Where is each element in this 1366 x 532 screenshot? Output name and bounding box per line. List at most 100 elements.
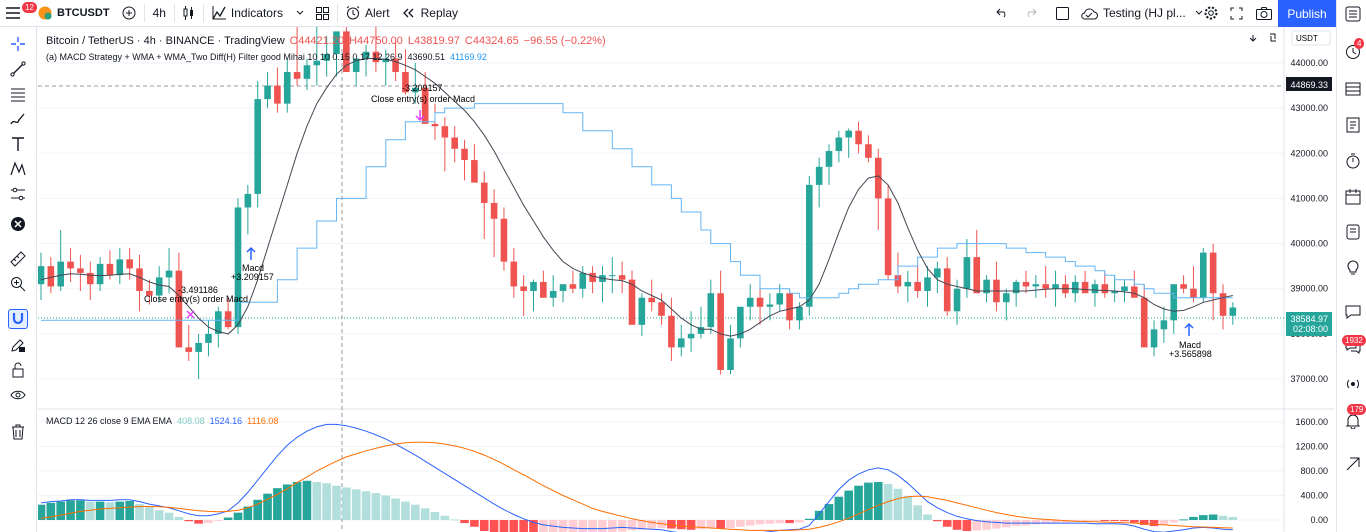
fib-tool[interactable] (8, 84, 28, 104)
data-window-button[interactable] (1344, 80, 1362, 98)
histogram-bar (598, 520, 607, 532)
replay-button[interactable]: Replay (396, 0, 464, 27)
trend-line-tool[interactable] (8, 59, 28, 79)
candles-series (38, 27, 1237, 379)
chats-button[interactable] (1344, 303, 1362, 321)
legend-change: −96.55 (−0.22%) (523, 35, 606, 47)
remove-drawings-tool[interactable] (8, 214, 28, 234)
candle-body (727, 338, 734, 370)
signal-3-macd: Macd (1179, 340, 1201, 350)
price-tick-label: 37000.00 (1290, 374, 1328, 384)
fullscreen-select-button[interactable] (1050, 0, 1075, 27)
hamburger-icon (6, 7, 20, 19)
histogram-bar (1090, 520, 1100, 521)
layout-button[interactable]: Testing (HJ pl... (1074, 0, 1209, 27)
currency-select[interactable] (1291, 30, 1331, 46)
notifications-button[interactable]: 179 (1344, 404, 1366, 430)
chart-type-button[interactable] (177, 0, 201, 27)
publish-button[interactable]: Publish (1278, 0, 1336, 27)
histogram-bar (627, 520, 637, 531)
histogram-bar (637, 520, 647, 530)
macd-legend-macd: 1524.16 (209, 416, 243, 426)
pattern-tool[interactable] (8, 159, 28, 179)
candle-body (96, 263, 104, 285)
legend-title[interactable]: Bitcoin / TetherUS · 4h · BINANCE · Trad… (46, 35, 285, 47)
histogram-bar (66, 500, 75, 520)
strategy-signal-2[interactable]: -3.209157 Close entry(s) order Macd (371, 83, 475, 122)
fullscreen-button[interactable] (1224, 0, 1249, 27)
magnet-mode-tool[interactable] (8, 309, 28, 329)
macd-legend-signal: 1116.08 (247, 416, 279, 426)
macd-axis[interactable]: 1600.00 1200.00 800.00 400.00 0.00 (1295, 417, 1328, 525)
notes-button[interactable] (1344, 223, 1362, 241)
delete-tool[interactable] (8, 422, 28, 442)
candle-body (934, 268, 941, 278)
templates-button[interactable] (310, 0, 335, 27)
macd-legend: MACD 12 26 close 9 EMA EMA 408.08 1524.1… (46, 416, 278, 426)
chart-legend: Bitcoin / TetherUS · 4h · BINANCE · Trad… (46, 33, 606, 65)
redo-button[interactable] (1018, 0, 1043, 27)
auto-scale-icon[interactable] (1270, 33, 1276, 42)
snapshot-button[interactable] (1250, 0, 1278, 27)
candle-body (421, 87, 429, 124)
histogram-bar (1130, 520, 1139, 523)
macd-legend-title[interactable]: MACD 12 26 close 9 EMA EMA (46, 416, 173, 426)
candle-body (589, 272, 596, 282)
histogram-bar (135, 504, 144, 520)
menu-button[interactable]: 12 (0, 0, 37, 27)
candle-body (244, 193, 252, 208)
symbol-search-button[interactable]: BTCUSDT (32, 0, 116, 27)
signal-1-plus: +3.209157 (231, 272, 274, 282)
calendar-button[interactable] (1344, 152, 1362, 170)
compare-symbol-button[interactable] (116, 0, 142, 27)
scroll-to-end-icon[interactable] (1249, 35, 1257, 42)
square-icon (1056, 6, 1069, 20)
help-button[interactable] (1344, 455, 1362, 473)
candle-body (530, 281, 537, 291)
legend-high: H44750.00 (349, 35, 403, 47)
candle-body (786, 293, 793, 321)
zoom-tool[interactable] (8, 274, 28, 294)
alert-button[interactable]: Alert (340, 0, 396, 27)
hide-drawings-tool[interactable] (8, 385, 28, 405)
histogram-bar (125, 501, 134, 520)
watchlist-button[interactable] (1344, 5, 1362, 23)
strategy-signal-1[interactable]: -3.491186 Close entry(s) order Macd Macd… (144, 246, 274, 319)
chart-area[interactable]: -3.491186 Close entry(s) order Macd Macd… (38, 27, 1334, 532)
grid-icon (315, 6, 329, 20)
streams-button[interactable]: 1932 (1342, 335, 1366, 356)
histogram-bar (686, 520, 696, 530)
broadcast-button[interactable] (1344, 375, 1362, 393)
ideas-button[interactable] (1344, 258, 1362, 276)
legend-open: O44421.20 (289, 35, 345, 47)
histogram-bar (1149, 520, 1159, 527)
interval-button[interactable]: 4h (147, 0, 172, 27)
indicators-button[interactable]: Indicators (206, 0, 310, 27)
prediction-tool[interactable] (8, 184, 28, 204)
lock-drawings-tool[interactable] (8, 360, 28, 380)
hotlist-button[interactable] (1344, 116, 1362, 134)
alerts-panel-button[interactable]: 4 (1344, 38, 1365, 61)
histogram-bar (933, 520, 942, 522)
histogram-bar (676, 520, 686, 530)
sliders-icon (11, 187, 25, 201)
measure-tool[interactable] (8, 249, 28, 269)
strategy-legend[interactable]: (a) MACD Strategy + WMA + WMA_Two Diff(H… (46, 52, 403, 62)
candle-body (352, 58, 360, 73)
candle-body (215, 311, 222, 334)
brush-tool[interactable] (8, 109, 28, 129)
histogram-bar (519, 520, 528, 532)
pattern-icon (10, 161, 26, 176)
histogram-bar (539, 520, 548, 532)
crosshair-tool[interactable] (8, 34, 28, 54)
undo-button[interactable] (990, 0, 1015, 27)
stay-drawing-tool[interactable] (8, 335, 28, 355)
strategy-signal-3[interactable]: Macd +3.565898 (1169, 322, 1212, 359)
histogram-bar (1159, 520, 1169, 525)
text-tool[interactable] (8, 134, 28, 154)
settings-button[interactable] (1198, 0, 1224, 27)
candle-body (540, 281, 547, 298)
interval-label: 4h (152, 6, 166, 20)
candle-body (1180, 284, 1187, 289)
calculator-button[interactable] (1344, 188, 1362, 206)
